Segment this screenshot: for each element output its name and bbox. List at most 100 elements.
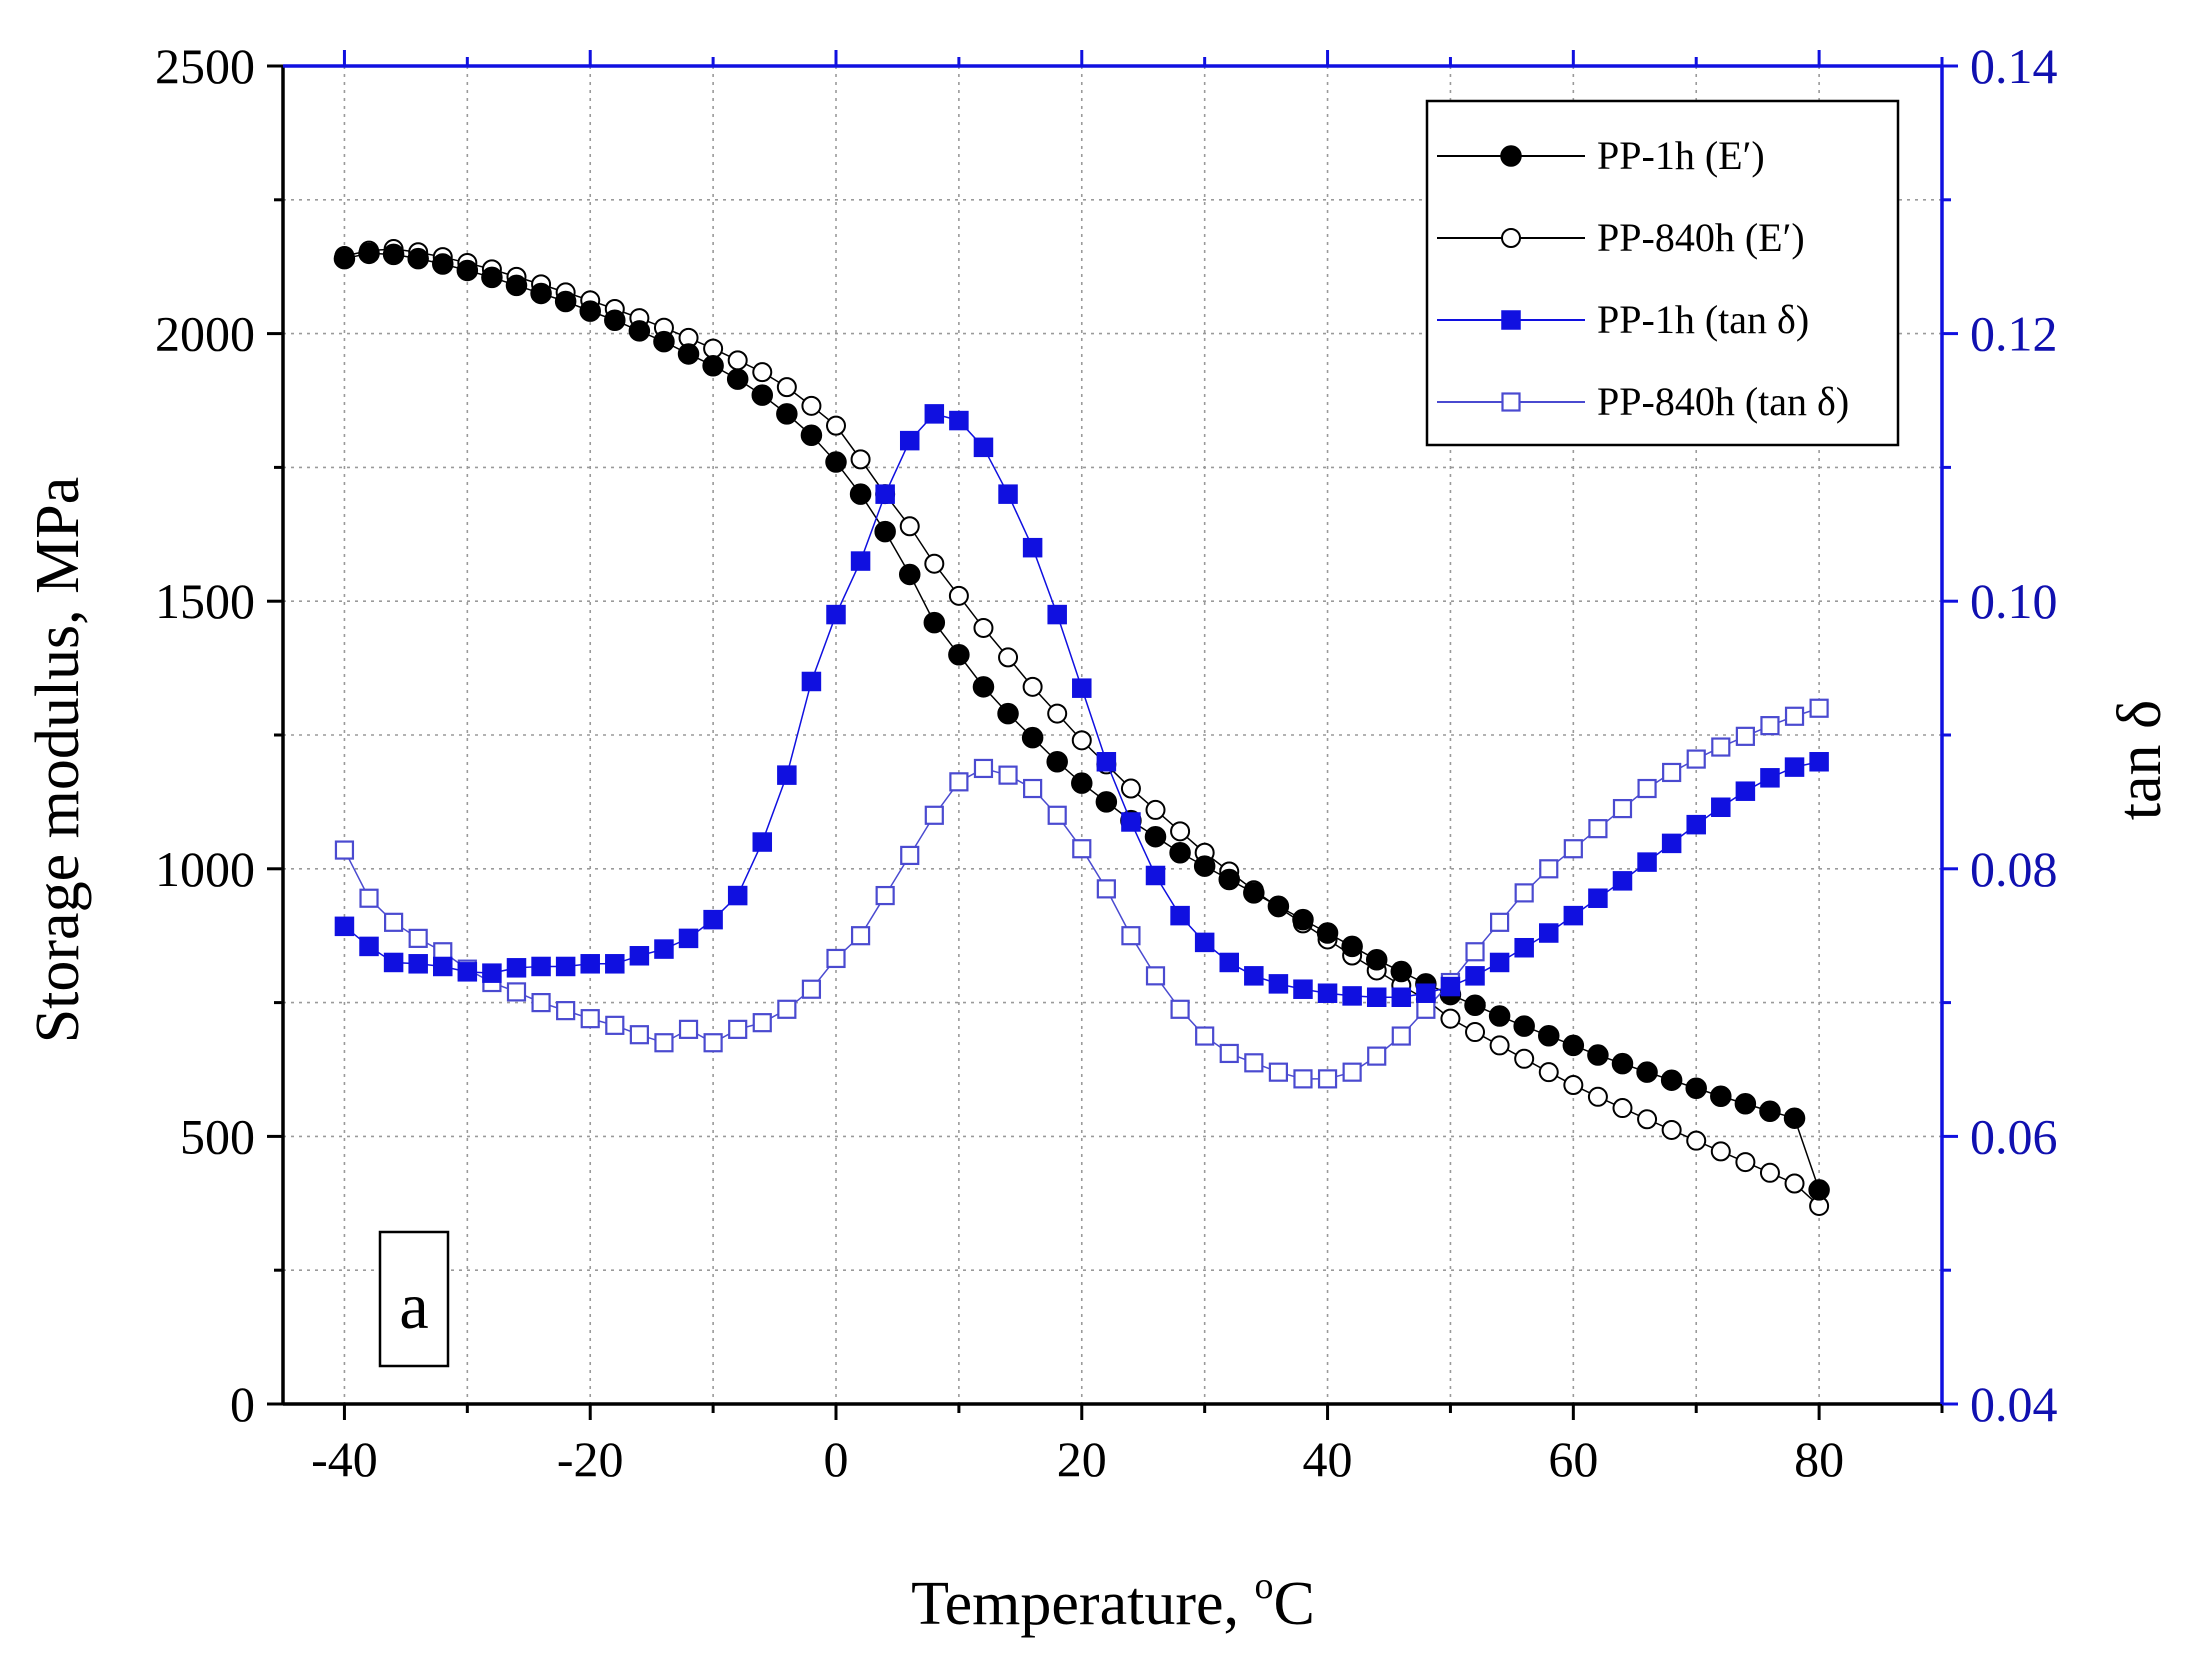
data-point xyxy=(875,885,895,906)
legend-label: PP-840h (E′) xyxy=(1597,215,1805,260)
x-tick-label: 20 xyxy=(1057,1431,1107,1487)
data-point xyxy=(752,1013,772,1033)
data-point xyxy=(973,758,994,779)
x-axis-title-degree: o xyxy=(1255,1565,1274,1607)
data-point xyxy=(1095,791,1118,813)
data-point xyxy=(1244,1053,1264,1073)
data-point xyxy=(1588,888,1608,908)
legend-marker xyxy=(1500,145,1522,167)
data-point xyxy=(998,647,1019,668)
data-point xyxy=(1588,819,1608,839)
data-point xyxy=(408,954,428,974)
data-point xyxy=(776,403,798,425)
data-point xyxy=(1293,979,1313,999)
data-point xyxy=(531,992,551,1013)
data-point xyxy=(1587,1044,1609,1066)
data-point xyxy=(972,676,995,698)
data-point xyxy=(1660,1069,1683,1091)
x-tick-label: -20 xyxy=(557,1431,624,1487)
panel-label: a xyxy=(399,1270,428,1343)
data-point xyxy=(1563,905,1584,926)
data-point xyxy=(924,805,944,825)
data-point xyxy=(1047,805,1067,825)
legend-label-name: PP-1h xyxy=(1597,297,1705,342)
data-point xyxy=(382,243,405,266)
data-point xyxy=(1612,1098,1633,1119)
legend-item: PP-1h (E′) xyxy=(1437,133,1765,178)
data-point xyxy=(1416,983,1436,1003)
data-point xyxy=(1539,859,1559,879)
data-point xyxy=(506,958,527,978)
data-point xyxy=(1662,762,1682,783)
data-point xyxy=(899,516,920,537)
tick-labels: -40 -20 0 20 40 60 80 0 500 1000 1500 2000 2500 0.04 0… xyxy=(155,38,2058,1487)
data-point xyxy=(1071,730,1092,751)
left-tick-label: 0 xyxy=(230,1376,255,1432)
data-point xyxy=(973,437,994,458)
data-point xyxy=(826,415,846,436)
data-point xyxy=(456,259,479,282)
data-point xyxy=(1047,703,1068,724)
right-tick-label: 0.08 xyxy=(1970,841,2058,897)
data-point xyxy=(1465,966,1485,986)
data-point xyxy=(408,928,428,948)
x-tick-label: 40 xyxy=(1303,1431,1353,1487)
legend-marker xyxy=(1501,228,1521,248)
data-point xyxy=(1268,1062,1289,1082)
data-point xyxy=(1316,922,1339,944)
panel-label-box xyxy=(378,1230,450,1368)
data-point xyxy=(677,343,700,365)
data-point xyxy=(1145,865,1166,886)
data-point xyxy=(1760,716,1780,736)
data-point xyxy=(1096,752,1117,772)
right-tick-label: 0.04 xyxy=(1970,1376,2058,1432)
left-tick-label: 1000 xyxy=(155,841,255,897)
legend-label-name: PP-840h xyxy=(1597,215,1745,260)
data-point xyxy=(702,354,724,377)
data-point xyxy=(358,242,380,265)
data-point xyxy=(334,840,355,860)
data-point xyxy=(1808,1179,1830,1201)
data-point xyxy=(1710,1141,1731,1162)
data-point xyxy=(1342,1062,1362,1082)
legend-item: PP-840h (tan δ) xyxy=(1437,379,1849,424)
legend-marker xyxy=(1501,310,1521,330)
left-tick-label: 2000 xyxy=(155,306,255,362)
data-point xyxy=(1071,772,1093,794)
data-point xyxy=(433,956,453,977)
data-point xyxy=(898,563,921,586)
data-point xyxy=(1023,778,1043,799)
data-point xyxy=(1513,1015,1535,1037)
data-point xyxy=(359,936,379,957)
data-point xyxy=(1391,1026,1411,1046)
data-point xyxy=(826,948,846,969)
x-axis-title: Temperature, oC xyxy=(911,1565,1315,1638)
data-point xyxy=(1735,1152,1756,1173)
data-point xyxy=(1612,798,1633,819)
legend-item: PP-840h (E′) xyxy=(1437,215,1805,260)
data-point xyxy=(1170,999,1190,1019)
data-point xyxy=(1218,868,1240,891)
data-point xyxy=(751,384,774,406)
right-tick-label: 0.10 xyxy=(1970,573,2058,629)
data-point xyxy=(1464,994,1486,1017)
data-point xyxy=(432,253,454,275)
data-point xyxy=(1022,537,1043,558)
data-point xyxy=(900,845,920,866)
data-point xyxy=(923,611,946,634)
data-point xyxy=(1735,781,1756,801)
data-point xyxy=(1637,1109,1658,1130)
data-point xyxy=(875,484,895,504)
data-point xyxy=(728,1019,748,1039)
data-point xyxy=(703,909,723,930)
data-point xyxy=(752,362,773,383)
data-point xyxy=(1539,923,1559,943)
data-point xyxy=(1809,752,1829,772)
data-point xyxy=(1538,1025,1560,1047)
data-point xyxy=(998,484,1018,504)
data-point xyxy=(777,765,797,785)
data-point xyxy=(1121,812,1141,832)
data-point xyxy=(1661,1119,1682,1140)
data-point xyxy=(973,617,994,638)
